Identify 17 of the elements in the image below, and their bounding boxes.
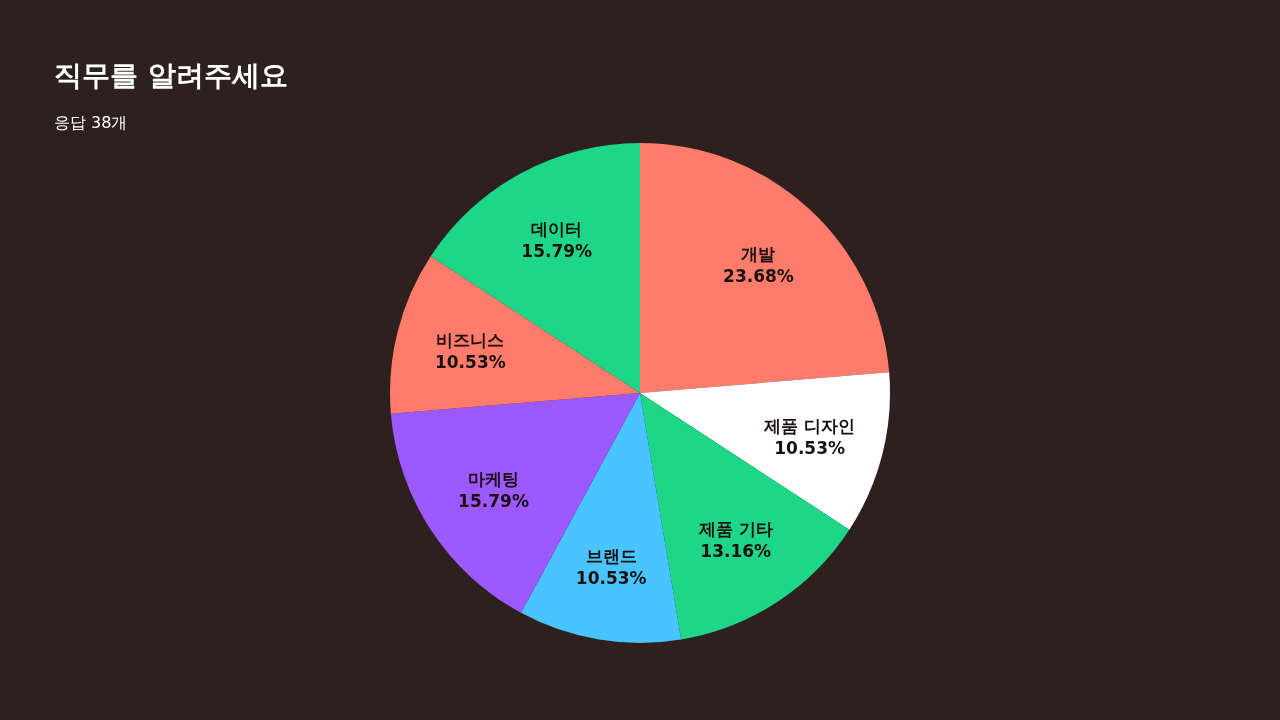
data-label: 10.53%	[575, 567, 647, 588]
slice-label: 제품 디자인	[763, 415, 856, 436]
slice-label: 데이터	[531, 219, 583, 240]
slice-label: 브랜드	[585, 545, 637, 566]
chart-title: 직무를 알려주세요	[54, 59, 288, 92]
data-label: 10.53%	[774, 437, 846, 458]
pie-slice	[430, 143, 640, 393]
slice-label: 개발	[741, 244, 776, 265]
data-label: 13.16%	[700, 541, 772, 562]
text: 응답 38개	[54, 113, 128, 132]
slice-label: 마케팅	[468, 468, 519, 489]
slice-label: 비즈니스	[436, 330, 505, 351]
data-label: 23.68%	[723, 266, 794, 287]
data-label: 10.53%	[434, 352, 506, 373]
data-label: 15.79%	[521, 241, 593, 262]
data-label: 15.79%	[458, 490, 529, 511]
slice-label: 제품 기타	[697, 519, 773, 540]
